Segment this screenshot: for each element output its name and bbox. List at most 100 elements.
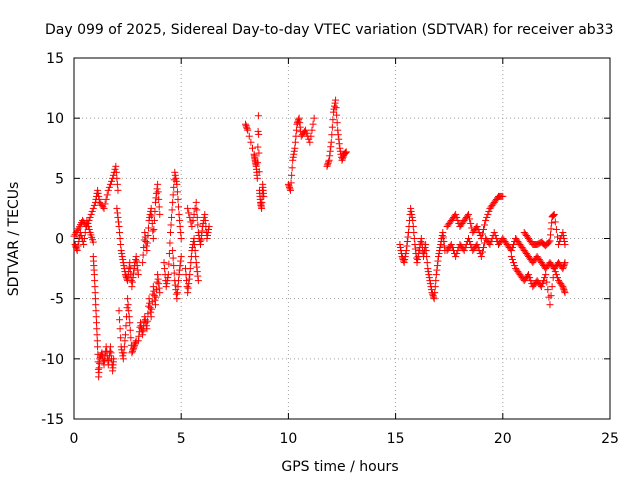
data-point <box>196 238 204 246</box>
data-point <box>552 225 560 233</box>
data-point <box>547 231 555 239</box>
data-point <box>437 241 445 249</box>
data-point <box>85 225 93 233</box>
data-point <box>561 289 569 297</box>
data-point <box>439 233 447 241</box>
data-point <box>155 280 163 288</box>
data-point <box>439 228 447 236</box>
y-tick-label: -5 <box>50 292 64 308</box>
data-point <box>166 239 174 247</box>
data-point <box>74 242 82 250</box>
data-point <box>177 235 185 242</box>
data-point <box>467 219 475 227</box>
data-point <box>464 235 472 242</box>
data-point <box>176 222 184 230</box>
data-point <box>403 242 411 250</box>
data-point <box>129 344 137 352</box>
data-point <box>152 293 160 301</box>
data-point <box>423 253 431 261</box>
data-point <box>133 262 141 270</box>
data-point <box>98 349 106 357</box>
data-point <box>198 231 206 239</box>
data-point <box>402 247 410 255</box>
data-point <box>129 269 137 277</box>
y-tick-label: -15 <box>41 412 64 428</box>
data-point <box>424 265 432 273</box>
data-point <box>538 280 546 288</box>
data-point <box>153 189 161 197</box>
data-point <box>173 180 181 188</box>
data-point <box>169 254 177 262</box>
data-point <box>553 274 561 282</box>
data-point <box>136 323 144 331</box>
data-point <box>128 349 136 357</box>
data-point <box>402 250 410 258</box>
data-point <box>431 289 439 297</box>
data-point <box>128 278 136 286</box>
data-point <box>258 204 266 212</box>
data-point <box>560 260 568 268</box>
data-point <box>156 289 164 297</box>
data-point <box>193 268 201 276</box>
data-point <box>558 281 566 289</box>
data-point <box>114 218 122 226</box>
data-point <box>164 274 172 282</box>
data-point <box>426 277 434 285</box>
data-point <box>144 231 152 239</box>
data-point <box>407 207 415 215</box>
data-point <box>123 274 131 282</box>
data-point <box>176 216 184 224</box>
data-point <box>83 216 91 224</box>
data-point <box>94 343 102 351</box>
data-point <box>560 235 568 242</box>
data-point <box>151 207 159 215</box>
data-point <box>116 316 124 324</box>
data-point <box>153 278 161 286</box>
data-point <box>93 331 101 339</box>
data-point <box>155 203 163 211</box>
data-point <box>327 143 335 151</box>
data-point <box>205 225 213 233</box>
data-point <box>87 210 95 218</box>
data-point <box>507 253 515 261</box>
data-point <box>149 227 157 235</box>
data-point <box>130 265 138 273</box>
data-point <box>108 177 116 185</box>
data-point <box>432 271 440 279</box>
data-point <box>94 365 102 373</box>
data-point <box>335 140 343 148</box>
data-point <box>177 257 185 265</box>
data-point <box>561 241 569 249</box>
axis-ticks <box>73 57 611 420</box>
data-point <box>114 186 122 194</box>
data-point <box>460 247 468 255</box>
data-point <box>94 189 102 197</box>
y-axis-label: SDTVAR / TECUs <box>6 182 22 297</box>
data-point <box>526 274 534 282</box>
data-point <box>143 239 151 247</box>
data-point <box>193 213 201 221</box>
data-point <box>434 257 442 265</box>
data-point <box>145 224 153 232</box>
data-point <box>464 210 472 218</box>
data-point <box>475 247 483 255</box>
data-point <box>431 283 439 291</box>
data-point <box>117 241 125 249</box>
data-point <box>396 241 404 249</box>
data-point <box>204 228 212 236</box>
data-point <box>560 287 568 295</box>
data-point <box>167 221 175 229</box>
data-point <box>555 241 563 249</box>
data-point <box>150 225 158 233</box>
y-tick-labels: -15 -10 -5 0 5 10 15 <box>41 51 64 428</box>
data-point <box>191 241 199 249</box>
data-point <box>326 147 334 155</box>
data-point <box>139 259 147 267</box>
data-point <box>309 120 317 128</box>
data-point <box>480 244 488 252</box>
x-tick-label: 5 <box>177 431 186 447</box>
data-point <box>80 241 88 249</box>
data-point <box>84 222 92 230</box>
data-point <box>290 147 298 155</box>
